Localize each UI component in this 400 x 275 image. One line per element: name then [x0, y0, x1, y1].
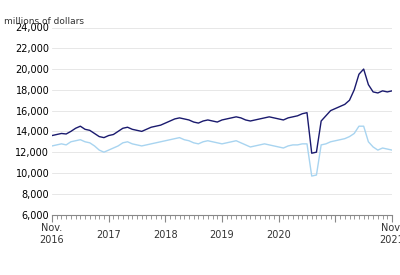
Text: Nov.
2021: Nov. 2021 — [380, 223, 400, 245]
Text: 2017: 2017 — [96, 230, 121, 240]
Text: Nov.
2016: Nov. 2016 — [40, 223, 64, 245]
Text: millions of dollars: millions of dollars — [4, 16, 84, 26]
Text: 2019: 2019 — [210, 230, 234, 240]
Text: 2018: 2018 — [153, 230, 178, 240]
Text: 2020: 2020 — [266, 230, 291, 240]
